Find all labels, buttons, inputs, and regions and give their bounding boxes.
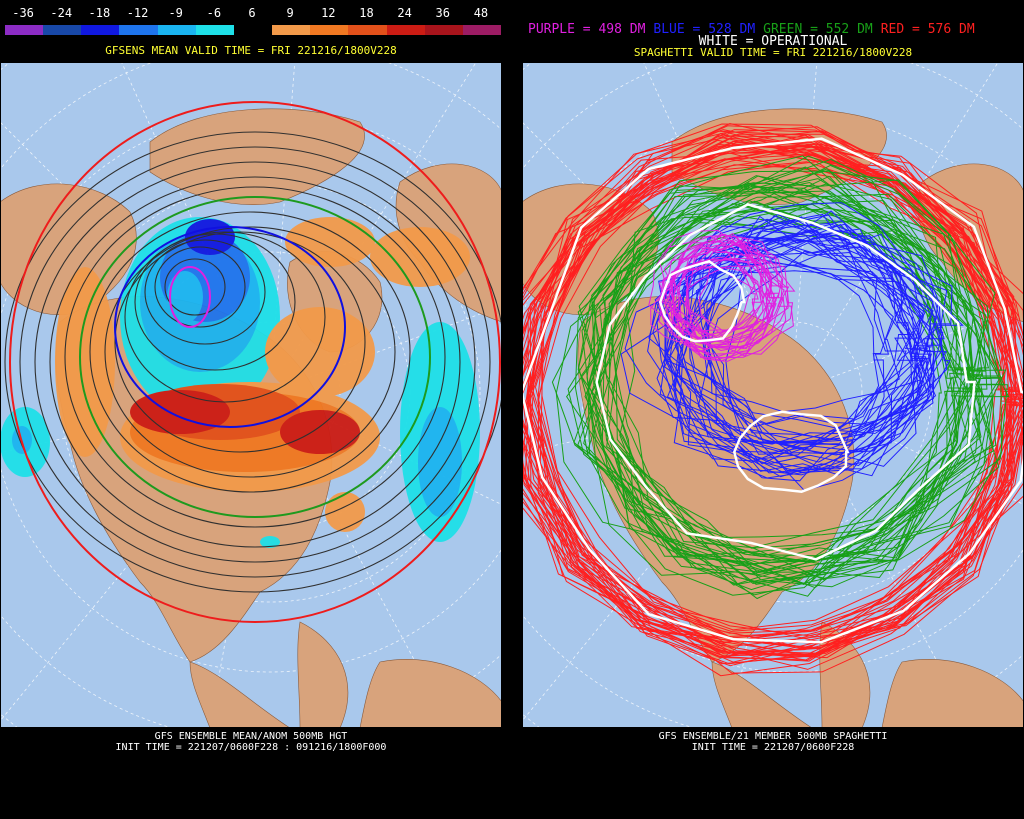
spaghetti-contour xyxy=(647,218,935,474)
spaghetti-contour xyxy=(534,139,1024,631)
spaghetti-map xyxy=(522,62,1024,728)
mean-anomaly-map-svg xyxy=(0,62,502,728)
colorbar-label: -24 xyxy=(50,6,73,20)
spaghetti-contour xyxy=(565,200,993,575)
colorbar-label: 24 xyxy=(397,6,412,20)
ensemble-mean-panel: -36 -24 -18 -12 -9 -6 6 9 12 18 24 36 48 GFSENS MEAN… xyxy=(0,0,502,819)
spaghetti-contour xyxy=(698,252,779,348)
spaghetti-contours xyxy=(522,122,1024,677)
colorbar-cell xyxy=(310,25,349,35)
spaghetti-contour xyxy=(587,164,1003,576)
colorbar-label: 9 xyxy=(286,6,294,20)
spaghetti-contour xyxy=(591,226,983,566)
spaghetti-panel: PURPLE = 498 DM BLUE = 528 DM GREEN = 552 … xyxy=(522,0,1024,819)
spaghetti-contour xyxy=(522,123,1019,643)
colorbar-cell xyxy=(272,25,311,35)
operational-legend: WHITE = OPERATIONAL xyxy=(698,34,848,49)
colorbar-cell xyxy=(157,25,196,35)
spaghetti-contour xyxy=(679,243,885,476)
spaghetti-contour xyxy=(670,257,794,359)
spaghetti-contour xyxy=(650,265,767,353)
colorbar-label: 48 xyxy=(473,6,489,20)
left-footer-init: INIT TIME = 221207/0600F228 : 091216/180… xyxy=(115,742,387,753)
spaghetti-contour xyxy=(526,153,1024,638)
spaghetti-contour xyxy=(577,208,997,565)
spaghetti-contour xyxy=(595,203,976,561)
colorbar-label: -9 xyxy=(168,6,183,20)
spaghetti-contour xyxy=(704,219,939,467)
spaghetti-legend: PURPLE = 498 DM BLUE = 528 DM GREEN = 552 … xyxy=(528,22,983,37)
legend-item: GREEN = 552 DM xyxy=(763,22,873,37)
colorbar-label: -36 xyxy=(12,6,34,20)
spaghetti-contour xyxy=(624,242,929,444)
spaghetti-contour xyxy=(659,266,774,350)
spaghetti-contour xyxy=(648,229,922,450)
spaghetti-contour xyxy=(667,256,794,348)
panel-divider xyxy=(502,0,522,819)
spaghetti-contour xyxy=(670,243,762,361)
spaghetti-contour xyxy=(685,264,788,350)
colorbar-label: 6 xyxy=(248,6,256,20)
left-footer-title: GFS ENSEMBLE MEAN/ANOM 500MB HGT xyxy=(154,731,348,742)
spaghetti-contour xyxy=(522,142,1024,639)
spaghetti-contour xyxy=(525,161,1024,658)
right-map-title: SPAGHETTI VALID TIME = FRI 221216/1800V2… xyxy=(633,46,913,59)
spaghetti-contour xyxy=(522,137,1024,644)
spaghetti-contour xyxy=(522,151,1017,656)
spaghetti-contour xyxy=(611,185,976,583)
spaghetti-contour xyxy=(725,223,951,492)
colorbar-cell xyxy=(43,25,82,35)
colorbar-cell xyxy=(195,25,234,35)
spaghetti-contour xyxy=(677,240,913,445)
colorbar-cell xyxy=(348,25,387,35)
colorbar-cell xyxy=(424,25,463,35)
spaghetti-contour xyxy=(522,139,1020,670)
spaghetti-contour xyxy=(551,192,974,563)
colorbar-label: -12 xyxy=(126,6,149,20)
spaghetti-contour xyxy=(522,129,1024,665)
colorbar-label: 36 xyxy=(435,6,450,20)
ensemble-mean-map xyxy=(0,62,502,728)
left-map-title: GFSENS MEAN VALID TIME = FRI 221216/1800… xyxy=(105,44,397,57)
spaghetti-contour xyxy=(686,237,785,357)
colorbar-label: -6 xyxy=(206,6,222,20)
right-footer-init: INIT TIME = 221207/0600F228 xyxy=(691,742,855,753)
colorbar-cell xyxy=(386,25,425,35)
spaghetti-contour xyxy=(592,182,983,549)
spaghetti-contour xyxy=(537,130,1024,674)
spaghetti-contour xyxy=(604,175,973,557)
colorbar-cell xyxy=(462,25,502,35)
spaghetti-contour xyxy=(577,166,972,585)
anomaly-colorbar xyxy=(4,24,502,36)
colorbar-labels: -36 -24 -18 -12 -9 -6 6 9 12 18 24 36 48 xyxy=(4,6,500,20)
colorbar-cell xyxy=(5,25,44,35)
colorbar-label: 18 xyxy=(359,6,374,20)
spaghetti-contour xyxy=(593,196,1005,573)
spaghetti-contour xyxy=(658,258,772,345)
spaghetti-contour xyxy=(577,179,1003,581)
spaghetti-contour xyxy=(666,215,892,482)
spaghetti-contour xyxy=(522,148,1024,643)
legend-item: PURPLE = 498 DM xyxy=(528,22,646,37)
spaghetti-contour xyxy=(674,270,894,460)
colorbar-cell xyxy=(119,25,158,35)
colorbar-cell xyxy=(81,25,120,35)
legend-item: RED = 576 DM xyxy=(880,22,975,37)
right-footer-title: GFS ENSEMBLE/21 MEMBER 500MB SPAGHETTI xyxy=(658,731,888,742)
colorbar-label: -18 xyxy=(88,6,111,20)
spaghetti-contour xyxy=(522,158,1022,657)
spaghetti-contour xyxy=(531,135,1024,644)
spaghetti-contour xyxy=(732,410,850,493)
spaghetti-contour xyxy=(658,259,746,343)
legend-item: BLUE = 528 DM xyxy=(653,22,756,37)
colorbar-cell xyxy=(233,25,273,35)
colorbar-label: 12 xyxy=(321,6,336,20)
spaghetti-map-svg xyxy=(522,62,1024,728)
spaghetti-contour xyxy=(601,175,987,579)
